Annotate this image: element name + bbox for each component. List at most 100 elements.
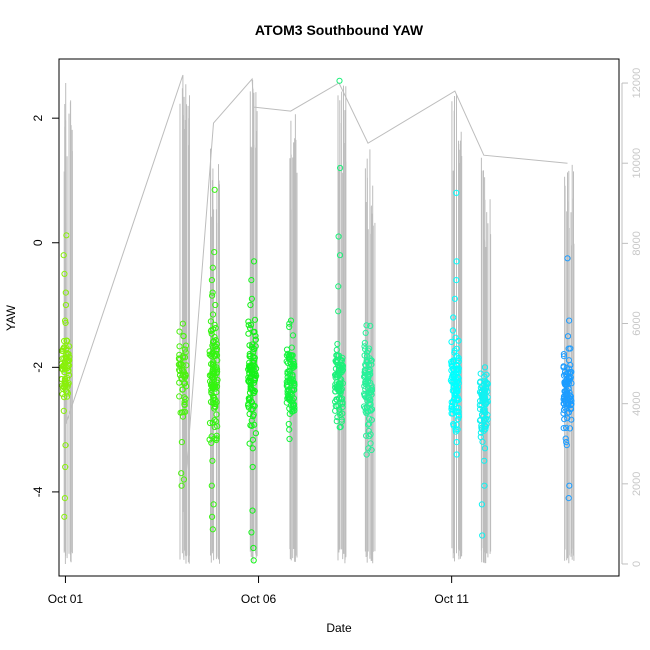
data-point [62, 319, 69, 326]
data-point [451, 383, 458, 390]
data-point [454, 356, 461, 363]
outlier-point [178, 439, 185, 446]
y-tick-label: 2 [31, 115, 45, 122]
data-point [209, 383, 216, 390]
data-point [481, 390, 488, 397]
outlier-point [453, 277, 460, 284]
data-point [453, 345, 460, 352]
data-point [454, 378, 461, 386]
outlier-point [179, 320, 186, 327]
outlier-point [481, 364, 489, 371]
outlier-point [62, 442, 69, 449]
data-point [213, 389, 220, 396]
data-point [289, 387, 296, 394]
data-point [64, 364, 71, 371]
outlier-point [249, 507, 256, 514]
data-point [252, 430, 259, 437]
data-point [213, 379, 220, 386]
data-point [61, 394, 68, 401]
data-point [247, 364, 254, 371]
outlier-point [453, 451, 460, 458]
data-point [337, 399, 344, 407]
data-point [209, 419, 216, 426]
data-point [454, 362, 461, 369]
x-axis-label: Date [326, 621, 352, 635]
data-point [251, 402, 258, 410]
data-point [286, 435, 293, 443]
data-point [455, 366, 462, 374]
data-point [364, 404, 371, 411]
outlier-point [60, 407, 67, 414]
outlier-point [363, 451, 370, 458]
data-point [567, 375, 574, 382]
data-point [252, 332, 259, 339]
data-point [250, 349, 257, 356]
data-point [291, 381, 298, 388]
outlier-point [336, 252, 344, 259]
data-point [362, 386, 369, 393]
outlier-point [250, 544, 257, 552]
outlier-point [180, 333, 187, 340]
outlier-point [481, 482, 488, 489]
data-point [448, 360, 455, 367]
data-point [362, 362, 369, 369]
data-point [176, 328, 183, 335]
data-point [286, 351, 293, 358]
outlier-point [564, 255, 571, 262]
outlier-point [563, 439, 570, 446]
data-point [289, 397, 296, 404]
data-point [181, 398, 188, 406]
data-point [366, 370, 373, 377]
data-point [177, 409, 184, 416]
data-point [448, 403, 455, 410]
outlier-point [61, 513, 68, 520]
data-point [179, 386, 186, 393]
outlier-point [335, 283, 342, 290]
data-point [362, 346, 369, 353]
data-point [563, 424, 570, 431]
outlier-point [453, 258, 460, 265]
outlier-point [286, 426, 293, 433]
data-point [368, 446, 375, 454]
series-cluster [476, 364, 491, 539]
data-point [209, 292, 216, 299]
axes-layer: Oct 01 Oct 06 Oct 11 2 0 -2 -4 0 2000 4000 6000 800… [31, 68, 643, 606]
data-point [565, 380, 573, 387]
data-point [245, 322, 252, 329]
x-tick-label: Oct 11 [434, 592, 469, 606]
outlier-point [249, 445, 256, 452]
data-point [287, 364, 294, 371]
data-point [251, 316, 259, 323]
data-point [336, 388, 343, 395]
data-point [362, 361, 369, 368]
data-point [251, 379, 258, 386]
outlier-point [566, 482, 573, 489]
data-point [455, 405, 462, 412]
data-point [248, 321, 255, 328]
chart-title: ATOM3 Southbound YAW [255, 22, 424, 38]
data-point [333, 346, 340, 353]
outlier-point [178, 482, 185, 489]
data-point [251, 346, 258, 353]
data-point [562, 435, 569, 442]
data-point [338, 418, 345, 425]
data-point [339, 354, 346, 361]
data-point [338, 361, 346, 368]
data-point [450, 371, 457, 378]
outlier-point [208, 277, 215, 284]
data-point [251, 368, 258, 375]
data-point [209, 374, 216, 381]
data-point [182, 372, 189, 379]
data-point [365, 421, 372, 428]
data-point [66, 353, 73, 361]
data-point [481, 373, 488, 380]
outlier-point [479, 532, 486, 539]
data-point [283, 382, 290, 389]
outlier-point [363, 432, 370, 439]
data-point [249, 436, 256, 443]
outlier-point [478, 501, 485, 508]
outlier-point [450, 314, 457, 321]
data-point [478, 422, 485, 429]
y-tick-label: 0 [31, 239, 45, 246]
x-tick-label: Oct 06 [241, 592, 277, 606]
